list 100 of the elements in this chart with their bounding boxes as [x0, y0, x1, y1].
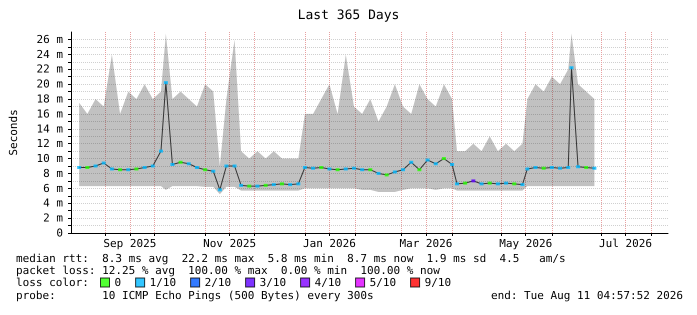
- point: [550, 166, 554, 169]
- point: [534, 166, 538, 169]
- point: [450, 163, 454, 166]
- point: [232, 164, 237, 168]
- point: [558, 166, 562, 170]
- point: [272, 183, 276, 186]
- x-tick-label: Mar 2026: [399, 237, 452, 250]
- point: [480, 182, 484, 186]
- point: [319, 166, 324, 169]
- point: [471, 179, 476, 182]
- point: [434, 162, 438, 166]
- point: [352, 166, 356, 170]
- text: probe: 10 ICMP Echo Pings (500 Bytes) every 300s: [16, 289, 374, 302]
- point: [360, 168, 364, 172]
- text: end: Tue Aug 11 04:57:52 2026: [490, 289, 684, 302]
- point: [178, 160, 183, 164]
- point: [336, 168, 340, 172]
- point: [401, 168, 406, 172]
- point: [77, 166, 82, 169]
- point: [194, 166, 199, 169]
- y-tick-label: 8 m: [43, 166, 64, 180]
- point: [255, 184, 260, 188]
- point: [512, 182, 516, 186]
- point: [264, 184, 268, 187]
- point: [384, 173, 389, 176]
- point: [142, 166, 147, 169]
- point: [542, 166, 546, 170]
- x-tick-label: Sep 2025: [103, 237, 156, 250]
- point: [302, 166, 307, 169]
- y-tick-label: 0: [56, 226, 63, 240]
- legend-title: loss color:: [16, 276, 89, 289]
- point: [311, 166, 316, 170]
- point: [126, 168, 130, 172]
- y-tick-label: 16 m: [36, 107, 64, 120]
- point: [158, 150, 163, 153]
- point: [463, 182, 468, 185]
- point: [368, 168, 372, 172]
- x-tick-label: Nov 2025: [203, 237, 256, 250]
- y-tick-label: 22 m: [36, 62, 64, 76]
- point: [392, 170, 397, 174]
- point: [218, 188, 222, 192]
- y-tick-label: 2 m: [43, 212, 64, 225]
- point: [94, 164, 98, 168]
- point: [576, 165, 580, 168]
- legend-label: 2/10: [204, 276, 232, 289]
- y-tick-label: 26 m: [36, 32, 64, 46]
- point: [164, 81, 168, 84]
- point: [134, 167, 138, 170]
- point: [488, 182, 492, 185]
- y-tick-label: 20 m: [36, 78, 64, 91]
- point: [85, 166, 90, 169]
- point: [570, 66, 574, 70]
- point: [186, 162, 191, 166]
- y-tick-label: 6 m: [43, 182, 64, 195]
- point: [520, 183, 524, 186]
- chart-title: Last 365 Days: [298, 8, 400, 23]
- x-tick-label: Jan 2026: [302, 237, 356, 250]
- y-axis-title: Seconds: [7, 109, 20, 156]
- point: [442, 157, 446, 160]
- legend-label: 3/10: [260, 276, 286, 289]
- point: [409, 160, 414, 164]
- y-tick-label: 24 m: [36, 48, 64, 61]
- point: [247, 184, 252, 188]
- point: [584, 166, 588, 169]
- point: [239, 184, 244, 187]
- legend-label: 1/10: [150, 276, 176, 289]
- point: [426, 158, 430, 162]
- y-tick-label: 12 m: [36, 137, 64, 150]
- point: [203, 168, 208, 172]
- point: [118, 168, 122, 172]
- point: [110, 167, 114, 170]
- point: [150, 164, 155, 168]
- y-tick-label: 4 m: [43, 196, 64, 210]
- text: median rtt: 8.3 ms avg 22.2 ms max 5.8 ms min 8.7 ms now 1.9 ms sd 4.5 am/s: [16, 252, 566, 265]
- point: [170, 163, 174, 166]
- point: [504, 182, 508, 185]
- point: [496, 182, 500, 186]
- point: [280, 182, 284, 186]
- point: [566, 166, 570, 169]
- legend-label: 9/10: [424, 276, 452, 289]
- legend-label: 5/10: [370, 276, 396, 289]
- point: [296, 182, 300, 186]
- x-tick-label: May 2026: [499, 237, 552, 250]
- point: [211, 170, 216, 173]
- point: [344, 167, 348, 170]
- text: packet loss: 12.25 % avg 100.00 % max 0.00 % min 100.00 % now: [16, 264, 440, 277]
- point: [592, 166, 596, 170]
- y-tick-label: 10 m: [36, 152, 64, 166]
- legend-label: 4/10: [314, 276, 342, 289]
- point: [525, 167, 530, 170]
- y-tick-label: 14 m: [36, 122, 64, 136]
- y-tick-label: 18 m: [36, 92, 64, 106]
- point: [102, 162, 106, 165]
- point: [224, 164, 228, 168]
- point: [327, 167, 332, 170]
- point: [455, 182, 460, 186]
- point: [376, 172, 380, 175]
- point: [288, 183, 292, 186]
- x-tick-label: Jul 2026: [598, 237, 652, 250]
- point: [417, 168, 422, 172]
